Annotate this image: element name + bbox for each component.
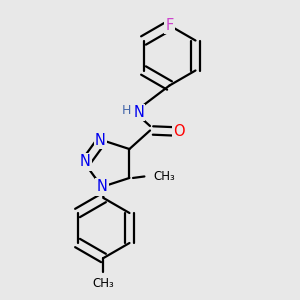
- Text: N: N: [95, 133, 106, 148]
- Text: H: H: [121, 104, 131, 118]
- Text: O: O: [173, 124, 185, 139]
- Text: N: N: [133, 105, 144, 120]
- Text: CH₃: CH₃: [93, 277, 114, 290]
- Text: CH₃: CH₃: [153, 170, 175, 183]
- Text: N: N: [97, 179, 107, 194]
- Text: F: F: [165, 18, 174, 33]
- Text: N: N: [80, 154, 90, 169]
